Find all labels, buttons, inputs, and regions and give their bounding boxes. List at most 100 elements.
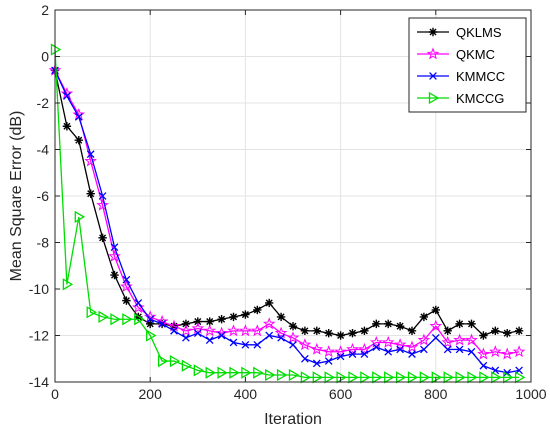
series-qkmc-point (108, 249, 121, 262)
series-kmccg-point (62, 278, 74, 291)
legend-label-qkmc: QKMC (456, 47, 495, 62)
series-kmmcc-point (265, 331, 274, 340)
series-kmmcc-point (301, 354, 309, 363)
legend-marker-kmmcc (429, 72, 437, 80)
x-tick-label: 1000 (515, 386, 546, 402)
series-kmmcc-line (54, 70, 520, 374)
series-qkmc-point (286, 331, 300, 344)
legend-marker-qklms (428, 27, 438, 37)
series-kmccg (50, 43, 526, 384)
series-qklms-point (193, 317, 202, 326)
legend-label-kmccg: KMCCG (456, 91, 504, 106)
series-qklms-point (395, 322, 405, 331)
series-kmmcc-point (98, 192, 107, 200)
series-kmccg-point (372, 371, 383, 384)
series-kmmcc-point (241, 340, 250, 349)
series-qklms-point (110, 270, 119, 280)
series-qkmc-point (441, 335, 455, 348)
series-qkmc-point (203, 324, 216, 337)
x-tick-label: 200 (139, 386, 163, 402)
series-kmccg-point (336, 371, 347, 384)
series-kmccg-point (265, 368, 276, 382)
series-qklms-point (217, 315, 226, 324)
series-kmmcc-point (110, 243, 119, 252)
legend-entry-qkmc: QKMC (417, 47, 495, 62)
series-kmccg-point (467, 371, 478, 384)
series-qkmc-line (54, 70, 520, 355)
series-qkmc-point (298, 338, 312, 351)
series-kmccg-point (395, 371, 407, 384)
series-qkmc-point (262, 317, 276, 330)
series-qkmc-point (417, 333, 431, 346)
series-qkmc-point (334, 345, 347, 358)
series-qkmc-point (274, 326, 288, 339)
legend-label-kmmcc: KMMCC (456, 69, 505, 84)
series-kmccg-point (181, 359, 193, 372)
series-qkmc-point (346, 342, 359, 355)
series-qkmc-point (251, 324, 264, 337)
series-qklms-point (514, 326, 524, 336)
series-qklms-point (312, 326, 321, 336)
series-kmccg-point (312, 371, 324, 384)
series-qkmc-point (310, 342, 324, 355)
series-qklms-point (229, 312, 238, 322)
series-qklms-point (431, 305, 440, 315)
x-tick-label: 800 (424, 386, 448, 402)
series-kmmcc-point (348, 350, 357, 358)
x-axis-label: Iteration (264, 411, 322, 428)
series-qkmc-point (358, 342, 371, 355)
series-qkmc-point (429, 319, 443, 332)
series-kmmcc-point (408, 350, 416, 358)
series-qklms-point (122, 296, 131, 305)
series-kmmcc-point (217, 331, 226, 340)
series-kmccg-point (455, 371, 466, 384)
series-kmccg-point (300, 371, 312, 384)
series-kmccg-point (324, 371, 335, 384)
series-qklms-point (407, 326, 417, 336)
series-kmmcc-point (122, 275, 131, 284)
series-kmmcc-point (205, 336, 214, 345)
series-kmccg-point (241, 366, 252, 379)
series-qkmc-point (322, 345, 336, 358)
series-qklms-point (86, 189, 95, 198)
y-tick-label: 2 (41, 2, 49, 18)
series-kmmcc-point (360, 350, 369, 358)
series-qklms-point (74, 136, 83, 145)
series-qkmc-point (488, 345, 502, 358)
series-kmccg-point (229, 366, 240, 379)
series-kmmcc-point (277, 333, 285, 342)
series-qklms-point (288, 322, 298, 331)
series-kmmcc-point (158, 320, 166, 328)
y-tick-label: -4 (37, 142, 50, 158)
series-qkmc-point (167, 319, 181, 332)
series-qkmc-point (96, 198, 109, 211)
series-kmmcc-point (455, 345, 464, 354)
series-kmmcc-point (336, 352, 345, 361)
series-qklms-point (98, 233, 107, 243)
series-qklms-line (54, 70, 520, 337)
series-kmmcc-point (170, 326, 178, 335)
series-kmmcc-point (253, 340, 262, 349)
series-kmmcc-point (134, 299, 143, 307)
series-kmmcc-point (74, 113, 83, 121)
series-kmmcc-point (372, 343, 381, 351)
legend-marker-qkmc (426, 47, 440, 60)
series-qklms-point (181, 319, 191, 329)
x-tick-label: 0 (51, 386, 59, 402)
legend: QKLMS QKMC KMMCC KMCCG (408, 17, 527, 113)
y-tick-label: -12 (29, 328, 49, 344)
series-kmccg-point (98, 310, 109, 324)
series-qklms-point (276, 312, 286, 322)
series-kmccg-point (276, 368, 288, 382)
x-tick-label: 400 (234, 386, 258, 402)
series-qklms-point (336, 331, 345, 340)
series-kmmcc-point (420, 345, 428, 354)
series-kmccg-point (348, 371, 359, 384)
legend-entry-qklms: QKLMS (417, 25, 502, 40)
series-qkmc-point (179, 324, 193, 337)
series-qkmc-point (405, 340, 419, 353)
series-qkmc-point (477, 347, 490, 360)
series-kmmcc-point (503, 368, 512, 377)
y-tick-label: -14 (29, 374, 49, 390)
series-qkmc-point (84, 154, 98, 167)
